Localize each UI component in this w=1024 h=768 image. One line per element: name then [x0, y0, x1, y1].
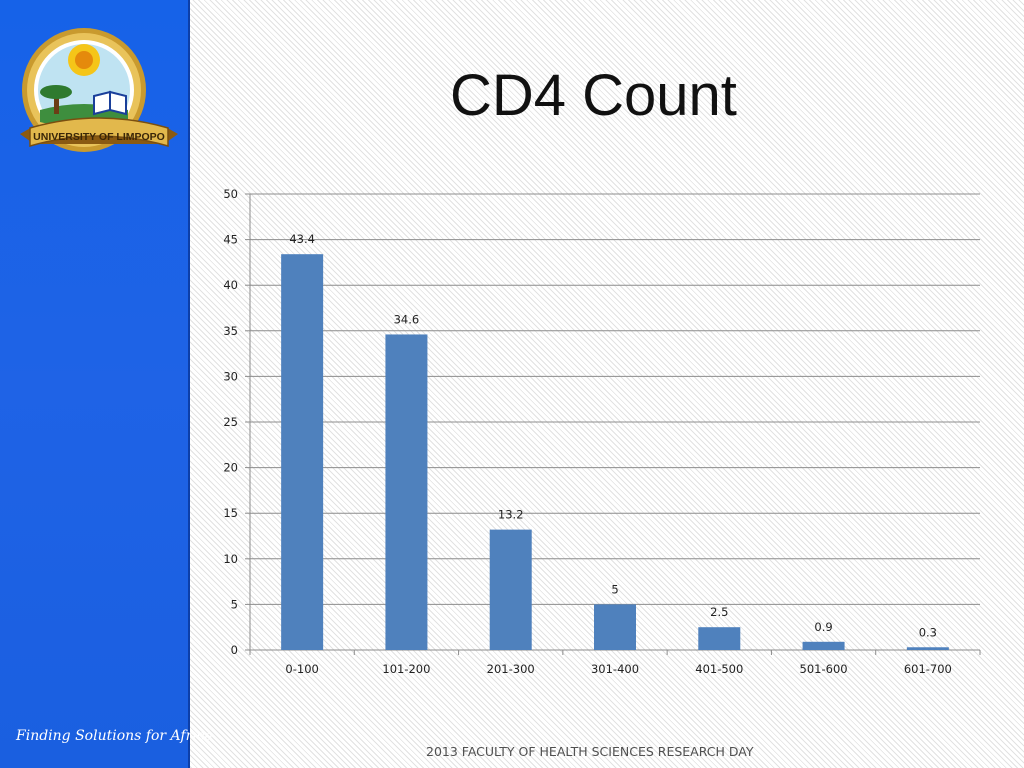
value-label: 2.5 [710, 605, 728, 619]
bar-101-200 [385, 334, 428, 650]
value-label: 13.2 [498, 508, 524, 522]
bar-501-600 [802, 641, 845, 650]
x-tick-label: 401-500 [695, 662, 743, 676]
value-label: 0.9 [814, 620, 832, 634]
bars [281, 254, 949, 650]
value-labels: 43.4 34.6 13.2 5 2.5 0.9 0.3 [289, 232, 937, 639]
x-tick-label: 0-100 [285, 662, 318, 676]
bar-chart: 0 5 10 15 20 25 30 35 40 45 50 43.4 34.6 13.2 5 2.5 0.9… [223, 187, 981, 676]
y-tick-label: 5 [231, 597, 238, 611]
y-tick-label: 20 [223, 461, 238, 475]
slide-footer: 2013 FACULTY OF HEALTH SCIENCES RESEARCH… [426, 744, 754, 759]
x-axis-tick-labels: 0-100 101-200 201-300 301-400 401-500 501-600… [285, 662, 951, 676]
y-tick-label: 40 [223, 278, 238, 292]
x-tick-label: 101-200 [382, 662, 430, 676]
y-tick-label: 0 [231, 643, 238, 657]
y-tick-label: 30 [223, 369, 238, 383]
bar-201-300 [489, 529, 532, 650]
y-tick-label: 25 [223, 415, 238, 429]
y-tick-label: 50 [223, 187, 238, 201]
slide-title: CD4 Count [450, 63, 737, 128]
tagline: Finding Solutions for Africa [16, 728, 213, 744]
university-logo: UNIVERSITY OF LIMPOPO [20, 28, 178, 152]
value-label: 34.6 [394, 312, 420, 326]
bar-401-500 [698, 627, 741, 650]
y-tick-label: 35 [223, 324, 238, 338]
x-tick-label: 501-600 [800, 662, 848, 676]
x-tick-label: 201-300 [487, 662, 535, 676]
y-tick-label: 15 [223, 506, 238, 520]
y-axis-tick-labels: 0 5 10 15 20 25 30 35 40 45 50 [223, 187, 238, 657]
value-label: 43.4 [289, 232, 315, 246]
sidebar: UNIVERSITY OF LIMPOPO Finding Solutions … [0, 0, 213, 768]
y-tick-label: 10 [223, 552, 238, 566]
bar-601-700 [906, 647, 949, 650]
value-label: 0.3 [919, 625, 937, 639]
x-tick-label: 601-700 [904, 662, 952, 676]
x-tick-label: 301-400 [591, 662, 639, 676]
bar-0-100 [281, 254, 324, 650]
value-label: 5 [611, 582, 618, 596]
y-tick-label: 45 [223, 233, 238, 247]
logo-ribbon-text: UNIVERSITY OF LIMPOPO [33, 131, 165, 143]
bar-301-400 [594, 604, 636, 650]
